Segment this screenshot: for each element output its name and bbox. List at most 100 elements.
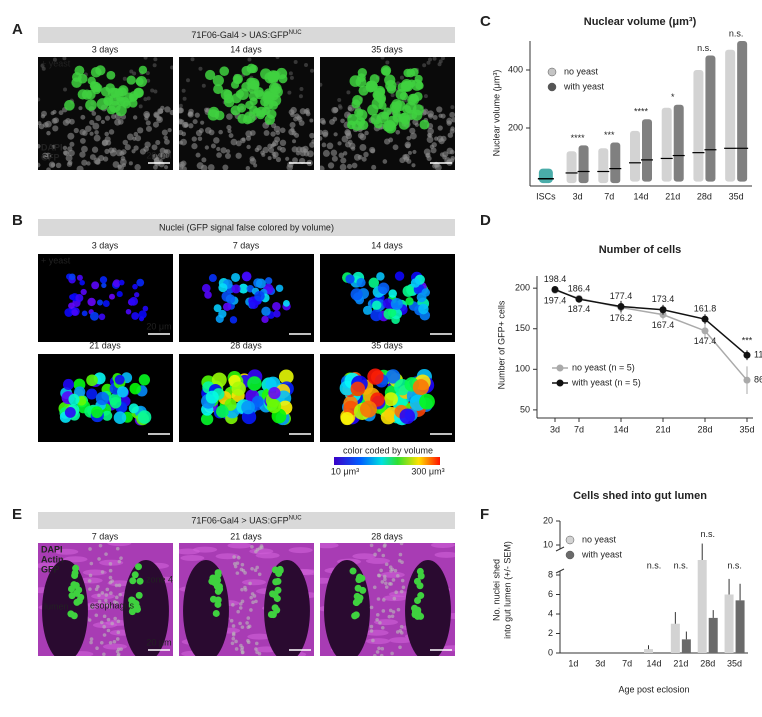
gfp-cell	[68, 393, 80, 405]
gfp-cell	[213, 84, 224, 95]
nucleus	[117, 583, 122, 588]
nucleus	[340, 157, 347, 164]
nucleus	[432, 115, 438, 120]
nucleus	[51, 118, 58, 124]
x-tick-label: 1d	[568, 658, 578, 668]
nucleus	[137, 127, 144, 134]
nucleus	[145, 125, 153, 132]
nucleus	[63, 87, 68, 92]
nucleus	[144, 116, 149, 121]
nucleus	[102, 156, 109, 162]
muscle	[215, 553, 240, 560]
nucleus	[55, 162, 62, 169]
chart-title: Number of cells	[599, 244, 682, 256]
nucleus	[118, 592, 122, 597]
nucleus	[227, 129, 232, 134]
nucleus	[226, 124, 232, 131]
nucleus	[437, 125, 443, 131]
nucleus	[191, 136, 197, 142]
significance: *	[671, 92, 675, 102]
nucleus	[104, 593, 109, 597]
nucleus	[69, 141, 75, 147]
nucleus	[369, 146, 376, 154]
title-bar	[38, 27, 455, 43]
nucleus	[104, 552, 108, 556]
nucleus	[304, 63, 309, 68]
nucleus	[224, 152, 231, 159]
gfp-cell	[77, 89, 88, 100]
nucleus	[65, 154, 73, 162]
nucleus	[331, 106, 338, 114]
nucleus	[403, 153, 410, 161]
gfp-cell	[371, 97, 384, 110]
gfp-cell	[71, 309, 79, 316]
nucleus	[145, 120, 151, 126]
gfp-cell	[216, 583, 224, 591]
gfp-cell	[418, 303, 429, 315]
nucleus	[380, 57, 385, 60]
nucleus	[382, 574, 387, 579]
gfp-cell	[137, 410, 152, 424]
nucleus	[104, 131, 109, 137]
nucleus	[294, 113, 300, 119]
y-tick-label: 100	[515, 364, 530, 374]
title-superscript: NUC	[289, 30, 303, 36]
nucleus	[108, 640, 113, 645]
panel-letter: A	[12, 21, 23, 38]
nucleus	[153, 57, 158, 62]
nucleus	[427, 57, 432, 62]
colorbar-max: 300 μm³	[411, 466, 444, 476]
nucleus	[369, 605, 374, 610]
micrograph	[38, 254, 173, 342]
strip-range	[693, 70, 704, 182]
nucleus	[253, 568, 258, 573]
gfp-cell	[405, 297, 414, 306]
nucleus	[322, 149, 330, 157]
nucleus	[249, 157, 257, 165]
muscle	[255, 552, 280, 559]
nucleus	[235, 152, 242, 159]
image-label: 35 days	[371, 44, 403, 54]
title-bar	[38, 512, 455, 529]
nucleus	[298, 94, 303, 99]
nucleus	[414, 122, 419, 127]
nucleus	[88, 573, 93, 578]
nucleus	[155, 140, 161, 146]
gfp-cell	[255, 278, 266, 289]
nucleus	[68, 118, 75, 125]
x-tick-label: 35d	[739, 424, 754, 434]
gfp-cell	[223, 89, 233, 99]
nucleus	[246, 144, 251, 150]
gfp-cell	[218, 309, 227, 319]
nucleus	[111, 147, 117, 153]
gfp-cell	[241, 65, 252, 76]
legend-label: no yeast	[582, 534, 617, 544]
nucleus	[89, 637, 94, 641]
nucleus	[446, 120, 452, 126]
axis-break	[555, 546, 565, 552]
nucleus	[91, 146, 99, 153]
nucleus	[138, 104, 143, 109]
nucleus	[100, 119, 106, 125]
nucleus	[84, 125, 92, 132]
gfp-cell	[219, 66, 230, 76]
gfp-cell	[211, 372, 227, 388]
bar	[670, 623, 680, 653]
strip-range	[538, 168, 553, 184]
gfp-cell	[87, 297, 96, 307]
nucleus	[233, 564, 238, 569]
nucleus	[135, 135, 142, 142]
micrograph	[320, 254, 455, 342]
gfp-cell	[128, 608, 136, 616]
panel-title: Nuclei (GFP signal false colored by volu…	[159, 223, 334, 233]
nucleus	[423, 94, 428, 99]
nucleus	[288, 109, 295, 116]
nucleus	[399, 624, 404, 629]
nucleus	[180, 160, 187, 167]
nucleus	[387, 614, 392, 619]
gfp-cell	[131, 571, 139, 579]
muscle	[54, 548, 79, 555]
nucleus	[398, 645, 402, 650]
stain: GFP	[41, 564, 60, 574]
nucleus	[111, 114, 117, 120]
